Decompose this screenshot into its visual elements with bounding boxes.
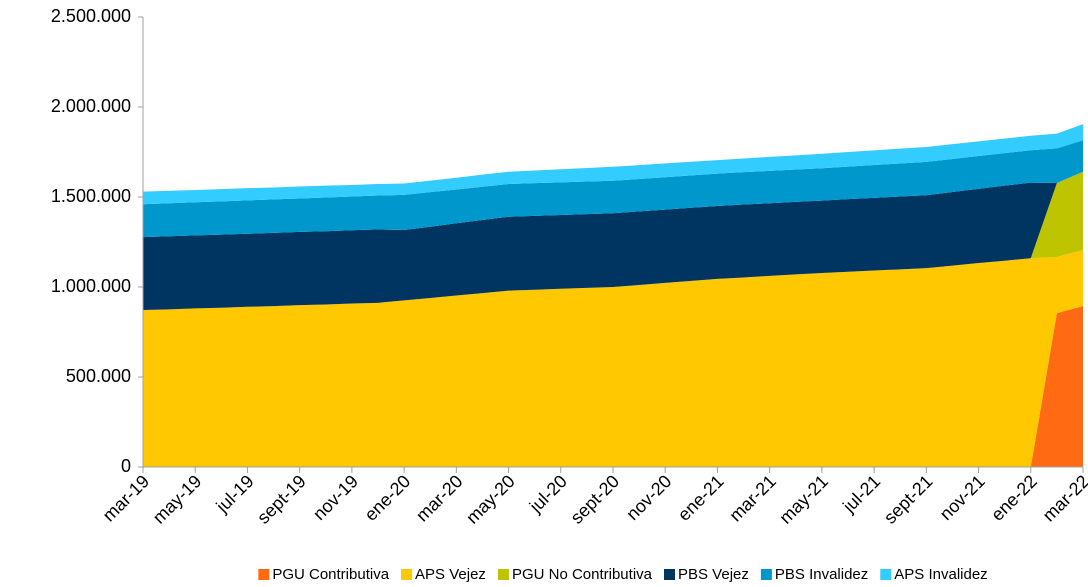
x-tick-label: mar-22 <box>1039 471 1088 525</box>
x-tick-label: mar-19 <box>99 471 153 525</box>
legend-swatch <box>664 569 675 580</box>
x-tick-label: may-20 <box>462 471 519 528</box>
x-tick-label: sept-20 <box>567 471 624 528</box>
legend-label: PGU No Contributiva <box>512 566 653 583</box>
legend-swatch <box>760 569 772 580</box>
legend-label: PBS Vejez <box>678 566 749 583</box>
area <box>143 124 1083 205</box>
x-tick-label: nov-19 <box>309 471 362 524</box>
x-tick-label: nov-21 <box>936 471 989 524</box>
legend-swatch <box>401 569 413 580</box>
y-tick-label: 1.500.000 <box>51 186 131 206</box>
x-tick-label: may-21 <box>775 471 832 528</box>
x-tick-label: ene-20 <box>361 471 415 525</box>
y-tick-label: 2.000.000 <box>51 96 131 116</box>
x-tick-label: mar-21 <box>725 471 779 525</box>
legend-label: PGU Contributiva <box>272 566 389 583</box>
x-tick-label: jul-21 <box>838 471 884 517</box>
x-tick-label: jul-20 <box>525 471 571 517</box>
legend-swatch <box>497 569 509 580</box>
y-tick-label: 2.500.000 <box>51 6 131 26</box>
y-tick-label: 0 <box>121 456 131 476</box>
x-tick-label: jul-19 <box>212 471 258 517</box>
legend-label: APS Vejez <box>415 566 486 583</box>
y-tick-label: 500.000 <box>66 366 131 386</box>
area <box>143 140 1083 238</box>
x-tick-label: sept-21 <box>880 471 937 528</box>
x-tick-label: mar-20 <box>412 471 466 525</box>
area <box>143 250 1083 467</box>
legend-label: APS Invalidez <box>894 566 987 583</box>
legend-swatch <box>880 569 892 580</box>
legend: PGU Contributiva APS Vejez PGU No Contribu… <box>258 566 988 583</box>
legend-swatch <box>258 569 270 580</box>
x-tick-label: ene-21 <box>674 471 728 525</box>
x-tick-label: ene-22 <box>987 471 1041 525</box>
y-tick-label: 1.000.000 <box>51 276 131 296</box>
x-tick-label: may-19 <box>149 471 206 528</box>
x-tick-label: nov-20 <box>622 471 675 524</box>
x-tick-label: sept-19 <box>253 471 310 528</box>
area <box>143 171 1083 311</box>
legend-label: PBS Invalidez <box>775 566 868 583</box>
